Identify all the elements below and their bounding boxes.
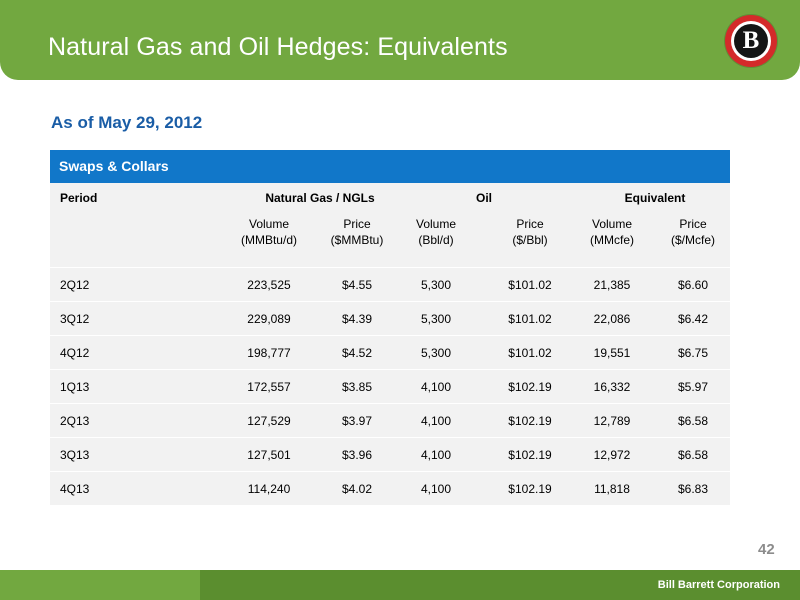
table-cell: 5,300 <box>420 346 452 360</box>
table-cell: 229,089 <box>247 312 291 326</box>
table-cell: $4.39 <box>341 312 373 326</box>
table-cell: 127,501 <box>247 448 291 462</box>
table-cell: $102.19 <box>508 414 552 428</box>
logo-letter: B <box>734 24 768 58</box>
table-row: 3Q13 127,501 $3.96 4,100 $102.19 12,972 … <box>50 437 730 471</box>
table-cell: $101.02 <box>508 278 552 292</box>
table-cell: 12,789 <box>593 414 631 428</box>
period-cell: 4Q12 <box>60 346 90 360</box>
table-cell: $102.19 <box>508 448 552 462</box>
table-cell: $6.58 <box>677 414 709 428</box>
table-cell: $101.02 <box>508 346 552 360</box>
table-cell: 172,557 <box>247 380 291 394</box>
period-cell: 4Q13 <box>60 482 90 496</box>
table-cell: $3.97 <box>341 414 373 428</box>
table-cell: $4.52 <box>341 346 373 360</box>
table-cell: $5.97 <box>677 380 709 394</box>
table-cell: $4.02 <box>341 482 373 496</box>
table-row: 2Q13 127,529 $3.97 4,100 $102.19 12,789 … <box>50 403 730 437</box>
column-header: Volume (Bbl/d) <box>415 217 457 247</box>
page-number: 42 <box>758 541 775 558</box>
company-name: Bill Barrett Corporation <box>657 579 780 591</box>
table-row: 4Q13 114,240 $4.02 4,100 $102.19 11,818 … <box>50 471 730 505</box>
column-header-row: Volume (MMBtu/d) Price ($MMBtu) Volume (Bbl… <box>50 211 730 267</box>
table-cell: $102.19 <box>508 482 552 496</box>
table-cell: 16,332 <box>593 380 631 394</box>
table-cell: $6.42 <box>677 312 709 326</box>
table-cell: $4.55 <box>341 278 373 292</box>
hedges-table: Swaps & Collars Period Natural Gas / NGL… <box>50 150 730 505</box>
period-cell: 3Q12 <box>60 312 90 326</box>
table-row: 4Q12 198,777 $4.52 5,300 $101.02 19,551 … <box>50 335 730 369</box>
footer-accent <box>0 570 200 600</box>
table-cell: $3.96 <box>341 448 373 462</box>
table-cell: 11,818 <box>594 482 630 496</box>
table-cell: 127,529 <box>247 414 291 428</box>
table-caption: Swaps & Collars <box>50 150 730 183</box>
table-cell: 198,777 <box>247 346 291 360</box>
table-row: 1Q13 172,557 $3.85 4,100 $102.19 16,332 … <box>50 369 730 403</box>
period-cell: 2Q13 <box>60 414 90 428</box>
footer-bar: Bill Barrett Corporation <box>200 570 800 600</box>
column-header: Price ($/Mcfe) <box>670 217 715 247</box>
table-cell: $3.85 <box>341 380 373 394</box>
slide-title: Natural Gas and Oil Hedges: Equivalents <box>48 33 508 61</box>
table-cell: $6.60 <box>677 278 709 292</box>
period-cell: 1Q13 <box>60 380 90 394</box>
oil-header: Oil <box>475 191 492 205</box>
table-cell: 19,551 <box>593 346 631 360</box>
period-cell: 2Q12 <box>60 278 90 292</box>
column-header: Price ($MMBtu) <box>330 217 384 247</box>
company-logo: B <box>725 15 777 67</box>
table-cell: 4,100 <box>420 482 452 496</box>
table-cell: 5,300 <box>420 312 452 326</box>
table-cell: 4,100 <box>420 380 452 394</box>
column-header: Volume (MMBtu/d) <box>240 217 297 247</box>
table-cell: 4,100 <box>420 414 452 428</box>
natural-gas-header: Natural Gas / NGLs <box>265 191 375 205</box>
equivalent-header: Equivalent <box>624 191 686 205</box>
table-cell: $102.19 <box>508 380 552 394</box>
table-cell: 223,525 <box>247 278 291 292</box>
table-cell: 21,385 <box>593 278 631 292</box>
column-header: Price ($/Bbl) <box>512 217 548 247</box>
table-cell: $6.58 <box>677 448 709 462</box>
table-row: 2Q12 223,525 $4.55 5,300 $101.02 21,385 … <box>50 267 730 301</box>
table-cell: 5,300 <box>420 278 452 292</box>
table-cell: 114,240 <box>247 482 291 496</box>
table-cell: 4,100 <box>420 448 452 462</box>
table-cell: $6.75 <box>677 346 709 360</box>
period-header: Period <box>60 191 98 205</box>
column-header: Volume (MMcfe) <box>590 217 634 247</box>
period-cell: 3Q13 <box>60 448 90 462</box>
group-header-row: Period Natural Gas / NGLs Oil Equivalent <box>50 183 730 211</box>
table-cell: $101.02 <box>508 312 552 326</box>
title-bar: Natural Gas and Oil Hedges: Equivalents … <box>0 0 800 80</box>
table-row: 3Q12 229,089 $4.39 5,300 $101.02 22,086 … <box>50 301 730 335</box>
table-cell: $6.83 <box>677 482 709 496</box>
as-of-date: As of May 29, 2012 <box>51 113 203 132</box>
table-cell: 12,972 <box>593 448 631 462</box>
table-cell: 22,086 <box>593 312 631 326</box>
